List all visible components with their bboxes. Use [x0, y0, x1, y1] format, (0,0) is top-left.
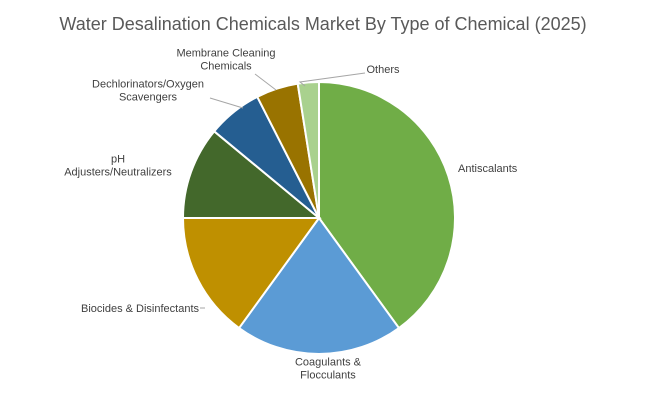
- slice-label-line: Antiscalants: [458, 163, 518, 175]
- slice-label: Others: [366, 64, 400, 76]
- slice-label-line: Adjusters/Neutralizers: [64, 167, 172, 179]
- chart-title: Water Desalination Chemicals Market By T…: [59, 14, 587, 34]
- pie-slice: [296, 80, 320, 219]
- pie-slice: [181, 129, 322, 219]
- pie-slice: [181, 217, 321, 330]
- slice-label-line: Flocculants: [300, 370, 356, 382]
- pie-slices: [181, 80, 456, 356]
- slice-label-line: Coagulants &: [295, 357, 362, 369]
- slice-label: Antiscalants: [458, 163, 518, 175]
- slice-label-line: Dechlorinators/Oxygen: [92, 79, 204, 91]
- slice-label: pH Adjusters/Neutralizers: [64, 154, 172, 179]
- slice-label-line: Others: [366, 64, 400, 76]
- slice-label: Dechlorinators/Oxygen Scavengers: [92, 79, 204, 104]
- slice-label-line: Scavengers: [119, 92, 178, 104]
- slice-label-line: Membrane Cleaning: [176, 48, 275, 60]
- slice-labels: Antiscalants Coagulants & Flocculants Bioci…: [64, 48, 518, 382]
- leader-line: [298, 72, 366, 87]
- slice-label-line: Biocides & Disinfectants: [81, 303, 199, 315]
- slice-label-line: Chemicals: [200, 61, 252, 73]
- pie-slice: [237, 216, 401, 356]
- leader-lines: [200, 72, 366, 309]
- pie-slice: [318, 80, 456, 330]
- slice-label: Coagulants & Flocculants: [295, 357, 362, 382]
- slice-label-line: pH: [111, 154, 125, 166]
- slice-label: Membrane Cleaning Chemicals: [176, 48, 275, 73]
- leader-line: [209, 97, 244, 109]
- leader-line: [254, 73, 277, 91]
- slice-label: Biocides & Disinfectants: [81, 303, 199, 315]
